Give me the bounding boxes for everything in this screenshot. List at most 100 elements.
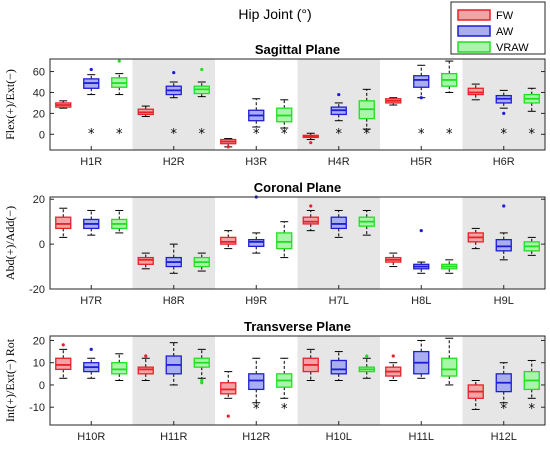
panel-title: Transverse Plane	[244, 319, 351, 334]
outlier-point	[391, 354, 395, 358]
box-iqr	[248, 373, 265, 391]
box-iqr	[441, 357, 458, 377]
significance-asterisk: *	[529, 127, 536, 142]
x-tick-label: H4R	[328, 156, 350, 168]
outlier-point	[89, 347, 93, 351]
box-vraw-h11r	[193, 348, 210, 385]
y-tick-label: 20	[33, 335, 45, 347]
box-iqr	[330, 359, 347, 375]
y-tick-label: -20	[29, 284, 45, 296]
box-aw-h4r: *	[330, 92, 347, 142]
outlier-point	[144, 354, 148, 358]
box-vraw-h1r: *	[111, 59, 128, 142]
y-tick-label: 20	[33, 108, 45, 120]
box-fw-h2r	[137, 105, 154, 118]
y-tick-label: 10	[33, 358, 45, 370]
box-aw-h12l: *	[495, 362, 512, 417]
box-fw-h1r	[55, 100, 72, 109]
box-iqr	[276, 232, 293, 250]
box-aw-h11r	[165, 342, 182, 386]
box-aw-h1r: *	[83, 67, 100, 142]
shaded-band	[132, 197, 215, 289]
significance-asterisk: *	[446, 127, 453, 142]
box-vraw-h4r: *	[358, 88, 375, 142]
significance-asterisk: *	[336, 127, 343, 142]
box-aw-h7l	[330, 209, 347, 238]
significance-asterisk: *	[529, 402, 536, 417]
x-tick-label: H12R	[242, 431, 270, 443]
box-fw-h11r	[137, 354, 154, 381]
x-tick-label: H6R	[493, 156, 515, 168]
x-tick-label: H10R	[77, 431, 105, 443]
x-tick-label: H11R	[160, 431, 187, 443]
x-tick-label: H7L	[329, 295, 349, 307]
box-fw-h9r	[220, 230, 237, 250]
box-vraw-h6r: *	[523, 87, 540, 142]
outlier-point	[89, 67, 93, 72]
box-aw-h10r	[83, 347, 100, 379]
box-fw-h10r	[55, 343, 72, 379]
box-fw-h3r	[220, 137, 237, 149]
legend-label-fw: FW	[496, 10, 514, 22]
box-vraw-h12l: *	[523, 359, 540, 417]
panel-3: Transverse Plane Int(+)/Ext(−) Rot -10 0 10 2…	[3, 319, 546, 443]
x-tick-label: H3R	[245, 156, 267, 168]
panels: Sagittal Plane Flex(+)/Ext(−) 0 20 40 60 H1R H2…	[3, 42, 546, 443]
axes-frame	[49, 196, 546, 290]
x-tick-label: H10L	[326, 431, 352, 443]
significance-asterisk: *	[501, 127, 508, 142]
box-vraw-h11l	[441, 337, 458, 386]
box-iqr	[111, 362, 128, 375]
outlier-point	[226, 145, 230, 149]
box-iqr	[248, 238, 265, 248]
box-iqr	[413, 75, 430, 88]
box-fw-h8l	[385, 252, 402, 268]
significance-asterisk: *	[88, 127, 95, 142]
outlier-point	[309, 141, 313, 145]
box-vraw-h12r: *	[276, 357, 293, 417]
box-fw-h7r	[55, 207, 72, 238]
x-tick-label: H8R	[163, 295, 185, 307]
box-iqr	[137, 256, 154, 265]
y-tick-label: 0	[39, 239, 45, 251]
legend: FW AW VRAW	[450, 1, 546, 55]
box-aw-h12r: *	[248, 357, 265, 417]
box-vraw-h10r	[111, 353, 128, 381]
panel-1: Sagittal Plane Flex(+)/Ext(−) 0 20 40 60 H1R H2…	[3, 42, 546, 168]
box-iqr	[137, 366, 154, 375]
outlier-point	[419, 229, 423, 233]
y-tick-label: -10	[29, 402, 45, 414]
box-iqr	[302, 216, 319, 225]
box-iqr	[330, 216, 347, 230]
box-iqr	[467, 87, 484, 96]
x-tick-label: H2R	[163, 156, 185, 168]
legend-label-aw: AW	[496, 26, 514, 38]
legend-swatch-fw	[457, 9, 491, 21]
box-fw-h9l	[467, 227, 484, 250]
outlier-point	[502, 111, 506, 115]
box-fw-h11l	[385, 354, 402, 381]
outlier-point	[200, 381, 204, 385]
box-vraw-h9l	[523, 236, 540, 256]
y-axis-label: Abd(+)/Add(−)	[3, 206, 17, 280]
box-vraw-h5r: *	[441, 60, 458, 142]
box-vraw-h3r: *	[276, 99, 293, 142]
x-tick-label: H1R	[80, 156, 102, 168]
outlier-point	[419, 96, 423, 100]
box-fw-h10l	[302, 348, 319, 381]
box-aw-h6r: *	[495, 89, 512, 142]
box-iqr	[220, 382, 237, 395]
legend-swatch-aw	[457, 25, 491, 37]
y-tick-label: 0	[39, 380, 45, 392]
box-aw-h8r	[165, 243, 182, 274]
outlier-point	[226, 414, 230, 418]
box-fw-h12r	[220, 371, 237, 418]
significance-asterisk: *	[281, 127, 288, 142]
box-aw-h9l	[495, 204, 512, 261]
y-tick-label: 60	[33, 67, 45, 79]
x-tick-label: H9L	[494, 295, 514, 307]
box-aw-h10l	[330, 351, 347, 381]
outlier-point	[502, 204, 506, 208]
outlier-point	[172, 70, 176, 75]
